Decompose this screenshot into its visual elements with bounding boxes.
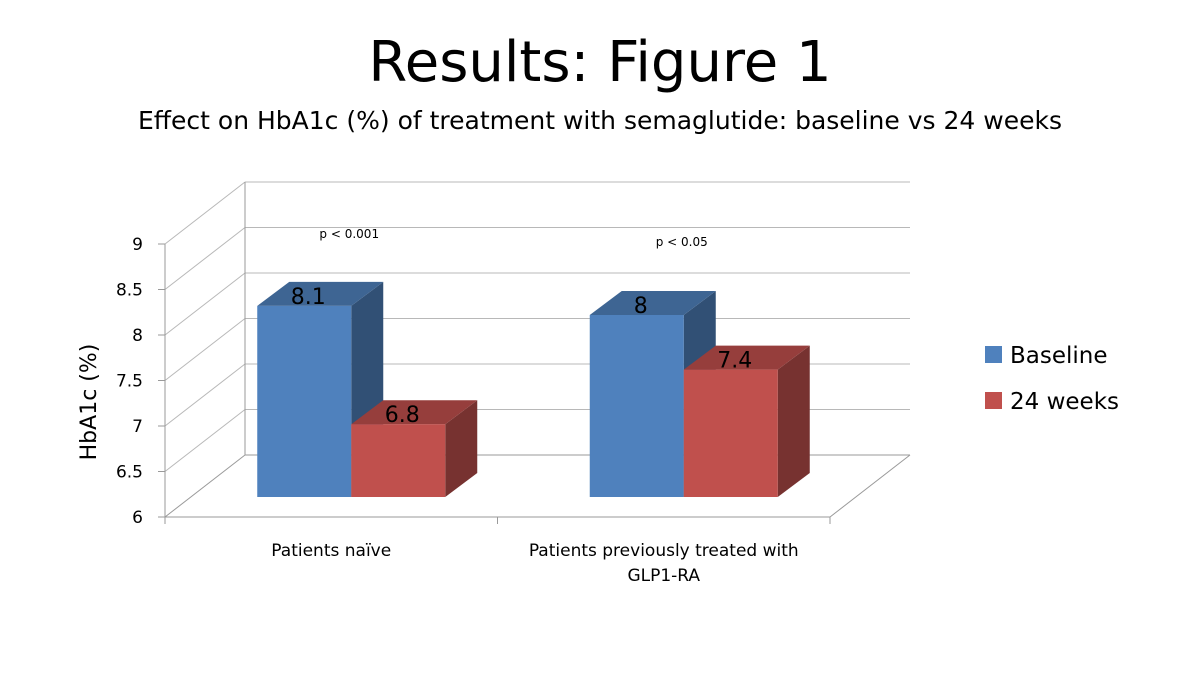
chart-text: 6 6.5 7 7.5 8 8.5 9 8.1 6.8 p < 0.001 Patients naï… <box>77 227 799 586</box>
side-gridline <box>164 227 246 290</box>
legend-swatch <box>985 392 1002 409</box>
side-gridline <box>164 181 246 245</box>
bar-side <box>445 400 478 497</box>
p-value-annotation: p < 0.05 <box>656 235 708 249</box>
bar <box>589 315 684 497</box>
y-tick-label: 6 <box>132 508 143 528</box>
data-label: 7.4 <box>717 349 752 374</box>
y-tick-label: 7.5 <box>116 372 143 392</box>
side-gridline <box>164 363 246 427</box>
y-tick-label: 8.5 <box>116 281 143 301</box>
side-gridline <box>164 272 246 336</box>
chart-bars <box>257 281 810 497</box>
bar-top <box>683 345 810 370</box>
floor-left-edge <box>164 454 246 518</box>
x-category-label: Patients previously treated with <box>529 541 799 561</box>
bar-top <box>257 281 384 306</box>
bar <box>683 369 778 497</box>
bar-top <box>351 400 478 425</box>
side-gridline <box>164 409 246 472</box>
bar <box>351 424 446 497</box>
y-tick-label: 9 <box>132 235 143 255</box>
bar-side <box>777 345 810 497</box>
data-label: 8.1 <box>291 285 326 310</box>
data-label: 8 <box>634 294 648 319</box>
data-label: 6.8 <box>385 403 420 428</box>
p-value-annotation: p < 0.001 <box>319 227 379 241</box>
y-tick-label: 8 <box>132 326 143 346</box>
slide-subtitle: Effect on HbA1c (%) of treatment with se… <box>138 106 1062 135</box>
slide-title: Results: Figure 1 <box>368 30 832 95</box>
y-tick-label: 6.5 <box>116 463 143 483</box>
y-axis-title: HbA1c (%) <box>77 344 102 461</box>
legend-label: Baseline <box>1010 343 1108 369</box>
x-category-label: GLP1-RA <box>627 566 700 586</box>
y-tick-label: 7 <box>132 417 143 437</box>
bar-top <box>589 291 716 315</box>
x-category-label: Patients naïve <box>271 541 391 561</box>
floor-right-edge <box>829 454 911 518</box>
legend-label: 24 weeks <box>1010 389 1119 415</box>
chart-legend: Baseline 24 weeks <box>985 343 1119 415</box>
legend-swatch <box>985 346 1002 363</box>
side-gridline <box>164 318 246 381</box>
bar <box>257 305 352 497</box>
